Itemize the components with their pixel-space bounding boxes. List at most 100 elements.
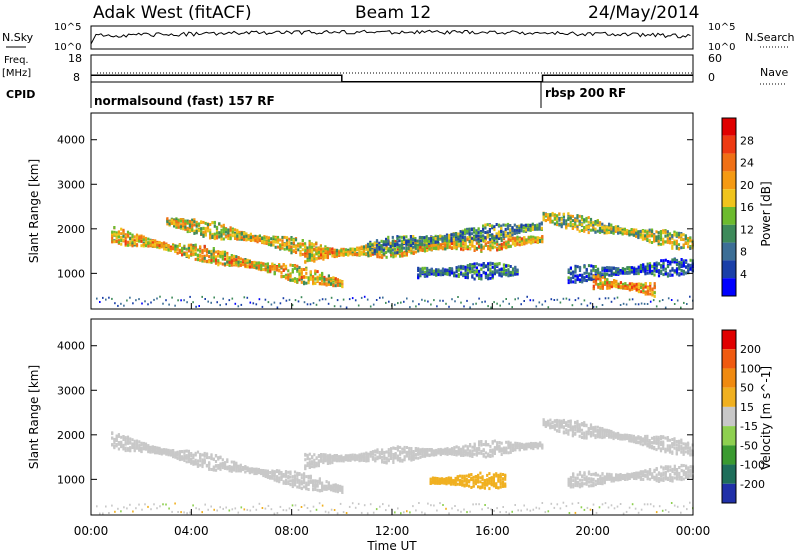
data-cell [233,259,236,262]
data-cell [149,447,152,451]
data-cell [142,444,145,448]
data-cell [122,231,125,235]
data-cell [405,246,408,250]
clutter-cell [394,303,396,306]
data-cell [493,225,496,229]
data-cell [275,265,279,269]
data-cell [305,475,308,479]
data-cell [314,488,317,491]
data-cell [680,237,683,241]
data-cell [439,236,442,240]
data-cell [430,267,433,271]
data-cell [113,437,116,441]
data-cell [303,474,306,478]
data-cell [246,260,249,264]
data-cell [385,243,388,247]
data-cell [624,271,627,275]
data-cell [135,441,139,445]
data-cell [662,268,665,272]
data-cell [671,260,674,264]
data-cell [304,260,307,264]
data-cell [669,260,672,264]
data-cell [366,251,370,255]
data-cell [228,469,231,473]
data-cell [311,245,314,249]
data-cell [246,466,249,470]
data-cell [154,446,157,450]
colorbar-tick-label: 8 [740,246,747,259]
data-cell [217,250,220,254]
clutter-cell [577,297,580,300]
data-cell [583,220,586,224]
data-cell [671,241,674,244]
data-cell [219,462,222,466]
data-cell [212,247,215,250]
data-cell [204,227,207,231]
data-cell [308,457,311,461]
data-cell [646,231,649,234]
data-cell [113,226,116,229]
data-cell [313,253,316,257]
data-cell [639,265,642,269]
data-cell [675,239,678,243]
data-cell [147,450,150,454]
data-cell [194,248,197,252]
data-cell [358,251,361,255]
data-cell [208,456,211,460]
data-cell [322,250,325,254]
data-cell [273,470,276,474]
data-cell [194,243,197,247]
data-cell [326,459,329,463]
data-cell [558,216,561,220]
data-cell [493,262,496,266]
data-cell [478,269,481,273]
data-cell [261,237,264,240]
data-cell [633,268,636,271]
data-cell [637,230,640,234]
data-cell [455,245,458,249]
data-cell [120,242,123,246]
data-cell [623,227,626,231]
data-cell [408,250,411,254]
data-cell [206,226,210,230]
data-cell [426,249,429,252]
data-cell [217,253,220,256]
data-cell [308,452,311,456]
data-cell [304,249,307,253]
colorbar-tick-label: 24 [740,157,754,170]
data-cell [254,236,257,240]
data-cell [556,214,559,218]
data-cell [243,231,246,235]
data-cell [610,272,613,276]
data-cell [668,239,672,243]
data-cell [211,221,214,225]
data-cell [290,251,293,255]
data-cell [644,285,647,289]
data-cell [316,279,319,282]
data-cell [300,275,303,279]
data-cell [210,258,213,262]
data-cell [493,265,496,269]
data-cell [525,238,528,242]
data-cell [622,285,625,289]
data-cell [649,292,652,296]
data-cell [296,472,299,476]
data-cell [576,265,579,269]
data-cell [131,235,134,239]
data-cell [466,268,469,272]
data-cell [206,223,210,227]
data-cell [309,270,312,274]
data-cell [644,267,647,271]
data-cell [205,253,209,257]
data-cell [464,240,467,244]
data-cell [396,235,399,239]
data-cell [641,233,644,237]
data-cell [273,271,276,275]
data-cell [578,214,581,218]
data-cell [514,272,517,276]
data-cell [212,249,215,253]
data-cell [300,473,303,477]
data-cell [217,466,220,470]
clutter-cell [96,297,98,300]
clutter-cell [601,304,604,306]
